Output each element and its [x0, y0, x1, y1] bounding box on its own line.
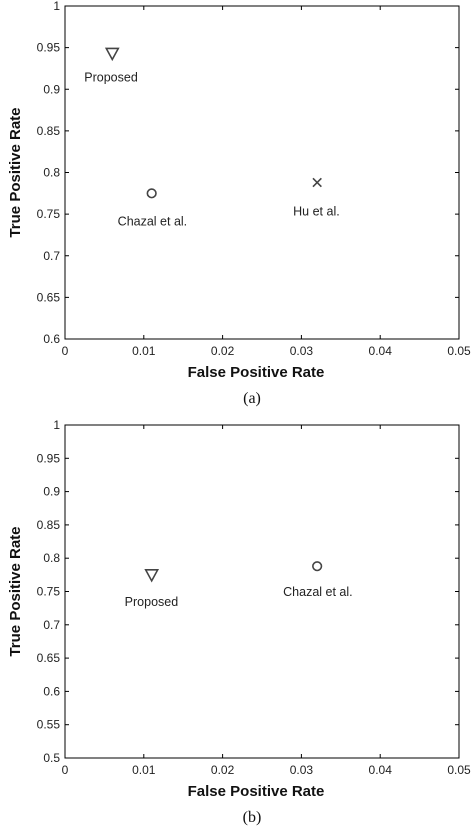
data-point-triangle: [104, 47, 120, 62]
point-annotation: Chazal et al.: [283, 585, 352, 599]
point-annotation: Hu et al.: [293, 204, 340, 218]
x-tick-label: 0: [62, 344, 69, 358]
data-point-circle: [312, 561, 323, 572]
x-tick-label: 0.05: [447, 344, 471, 358]
data-point-x: [312, 177, 322, 188]
x-tick-label: 0.01: [132, 344, 156, 358]
chart-panel-a: 0 0.01 0.02 0.03 0.04 0.05 0.6 0.65 0.7 0.75 0.8 0.…: [7, 0, 471, 407]
point-annotation: Proposed: [84, 70, 138, 84]
data-point-x-stroke: [312, 177, 322, 188]
x-axis-title: False Positive Rate: [188, 783, 325, 800]
x-tick-label: 0.03: [290, 344, 314, 358]
x-tick-label: 0.02: [211, 344, 235, 358]
y-tick-label: 0.85: [37, 518, 61, 532]
y-tick-label: 0.95: [37, 41, 61, 55]
plot-frame: [64, 424, 460, 759]
y-tick-label: 0.8: [43, 166, 60, 180]
y-tick-label: 0.7: [43, 618, 60, 632]
data-point-triangle: [144, 569, 160, 583]
x-tick-label: 0.04: [369, 763, 393, 777]
y-tick-label: 0.8: [43, 551, 60, 565]
point-annotation: Chazal et al.: [118, 214, 187, 228]
figure-caption: (a): [243, 390, 261, 407]
x-axis-title: False Positive Rate: [188, 364, 325, 381]
figure-caption: (b): [243, 809, 262, 826]
y-tick-label: 0.9: [43, 485, 60, 499]
y-tick-label: 0.55: [37, 718, 61, 732]
chart-panel-b: 0 0.01 0.02 0.03 0.04 0.05 0.5 0.55 0.6 0.65 0.7 0.…: [7, 418, 471, 826]
y-tick-label: 1: [53, 418, 60, 432]
y-axis-title: True Positive Rate: [7, 107, 24, 237]
plot-frame: [64, 5, 460, 340]
y-tick-label: 0.75: [37, 207, 61, 221]
x-tick-label: 0.05: [447, 763, 471, 777]
y-tick-label: 0.65: [37, 290, 61, 304]
y-tick-label: 1: [53, 0, 60, 13]
y-tick-label: 0.6: [43, 684, 60, 698]
y-tick-label: 0.75: [37, 585, 61, 599]
y-tick-label: 0.65: [37, 651, 61, 665]
y-tick-label: 0.9: [43, 82, 60, 96]
y-tick-label: 0.6: [43, 332, 60, 346]
y-tick-label: 0.7: [43, 249, 60, 263]
y-axis-title: True Positive Rate: [7, 526, 24, 656]
x-tick-label: 0.01: [132, 763, 156, 777]
x-tick-label: 0: [62, 763, 69, 777]
x-tick-label: 0.04: [369, 344, 393, 358]
x-tick-label: 0.03: [290, 763, 314, 777]
y-tick-label: 0.95: [37, 451, 61, 465]
data-point-circle: [146, 188, 157, 199]
y-tick-label: 0.85: [37, 124, 61, 138]
point-annotation: Proposed: [125, 595, 179, 609]
y-tick-label: 0.5: [43, 751, 60, 765]
x-tick-label: 0.02: [211, 763, 235, 777]
